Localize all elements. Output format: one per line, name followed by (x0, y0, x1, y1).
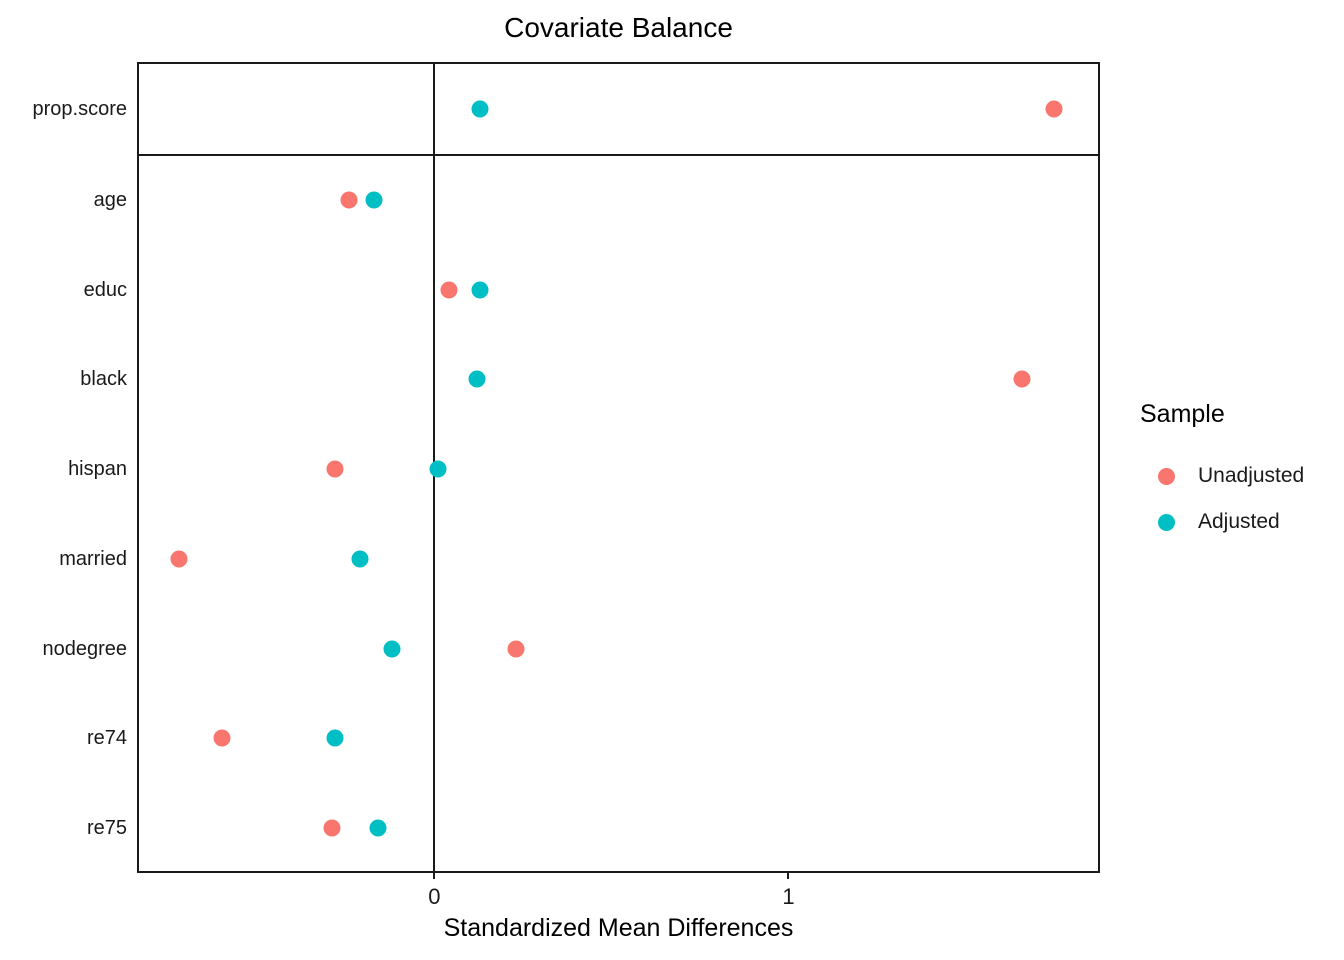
data-point-adjusted (471, 100, 489, 117)
unadjusted-dot-icon (1158, 467, 1175, 485)
y-tick-label: black (80, 368, 127, 391)
legend-label-adjusted: Adjusted (1198, 510, 1280, 533)
legend: Sample Unadjusted Adjusted (1140, 400, 1304, 545)
y-tick-label: age (93, 188, 127, 211)
x-tick-mark (787, 873, 790, 879)
y-tick-label: educ (83, 278, 127, 301)
adjusted-dot-icon (1158, 513, 1175, 531)
data-point-adjusted (468, 370, 486, 388)
y-tick-label: married (59, 547, 127, 570)
data-point-adjusted (326, 729, 344, 747)
x-tick-mark (433, 873, 436, 879)
plot-panel (137, 62, 1100, 873)
data-point-unadjusted (1013, 370, 1031, 388)
data-point-unadjusted (507, 640, 525, 658)
data-point-unadjusted (340, 191, 358, 209)
legend-label-unadjusted: Unadjusted (1198, 464, 1305, 487)
data-point-unadjusted (440, 281, 458, 299)
chart-title: Covariate Balance (504, 12, 733, 43)
data-point-unadjusted (326, 460, 344, 478)
data-point-adjusted (471, 281, 489, 299)
data-point-adjusted (351, 550, 369, 568)
x-tick-label: 0 (428, 884, 441, 909)
data-point-unadjusted (213, 729, 231, 747)
y-tick-label: hispan (68, 458, 127, 481)
y-tick-label: prop.score (32, 97, 128, 120)
data-point-unadjusted (323, 819, 341, 837)
y-tick-label: re74 (86, 727, 127, 750)
legend-entry-adjusted: Adjusted (1140, 499, 1304, 545)
legend-title: Sample (1140, 400, 1225, 428)
data-point-adjusted (383, 640, 401, 658)
legend-entry-unadjusted: Unadjusted (1140, 453, 1304, 499)
data-point-adjusted (369, 819, 387, 837)
data-point-unadjusted (170, 550, 188, 568)
data-point-adjusted (429, 460, 447, 478)
x-axis-title: Standardized Mean Differences (443, 914, 794, 942)
data-point-adjusted (365, 191, 383, 209)
y-tick-label: nodegree (42, 637, 127, 660)
data-point-unadjusted (1045, 100, 1063, 117)
facet-divider-line (137, 154, 1100, 156)
x-tick-label: 1 (782, 884, 795, 909)
y-tick-label: re75 (86, 817, 127, 840)
